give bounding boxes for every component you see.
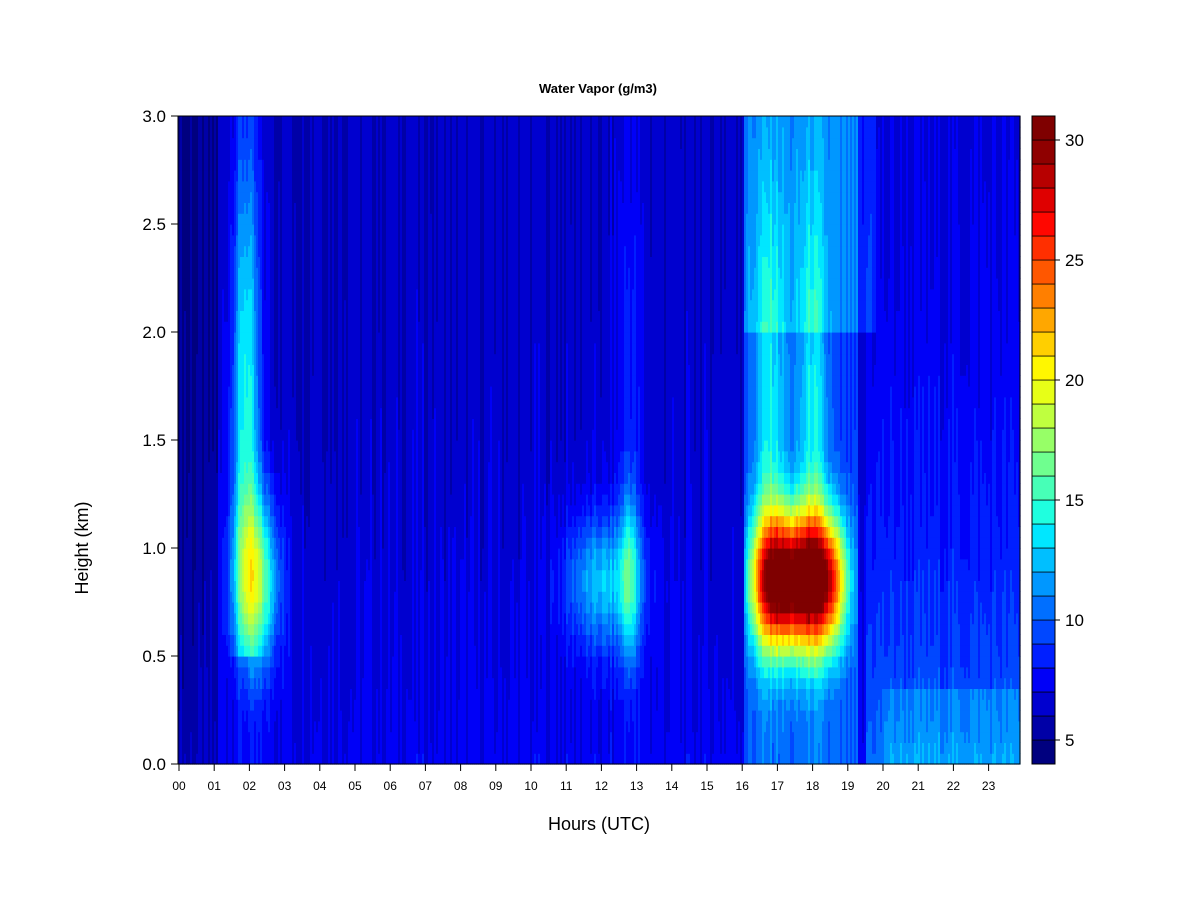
chart-title: Water Vapor (g/m3) [539,81,657,96]
heatmap-cells [178,116,1021,765]
